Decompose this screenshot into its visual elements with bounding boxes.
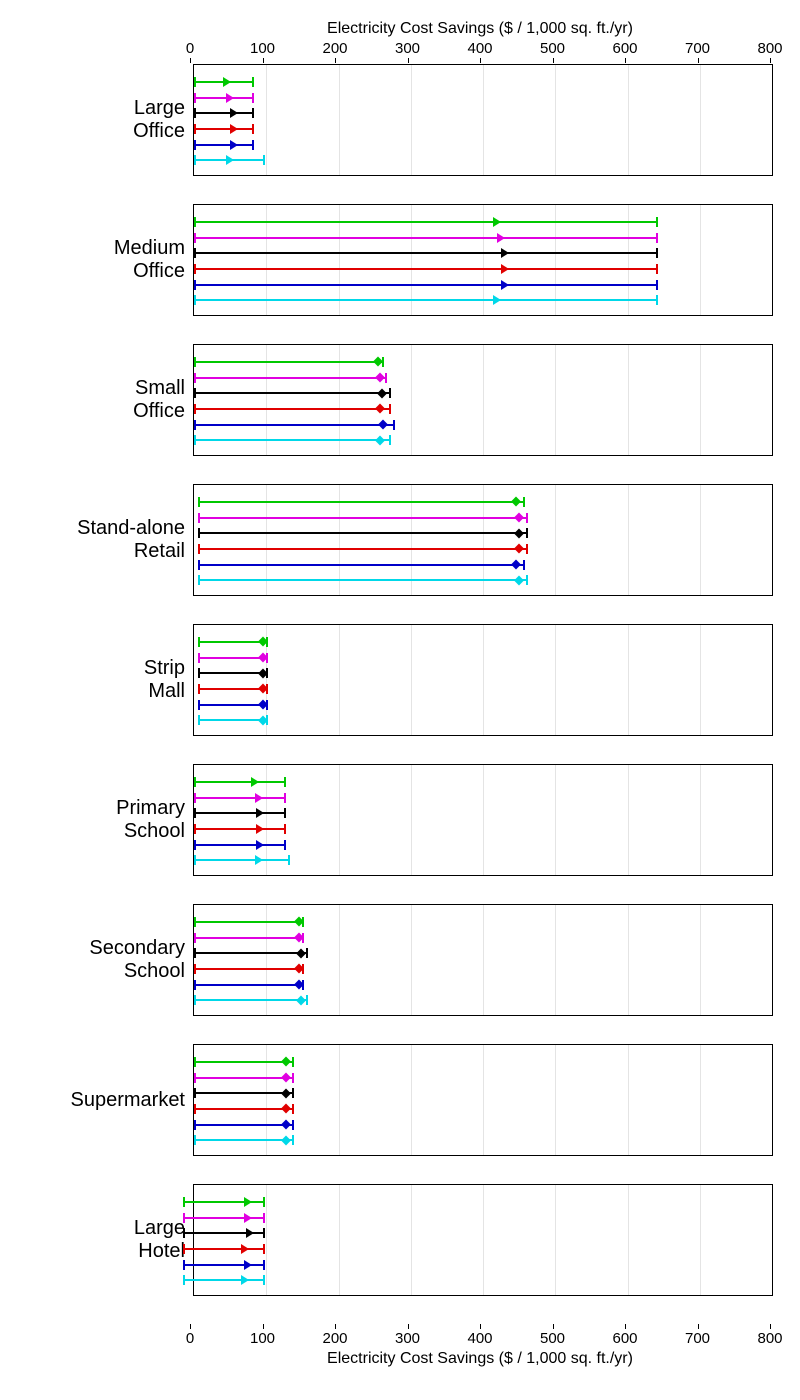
series-marker xyxy=(282,1135,292,1145)
panel-row: Stand-aloneRetail xyxy=(10,484,790,596)
series-marker xyxy=(375,404,385,414)
x-tick-label: 600 xyxy=(612,40,637,57)
panel-label: Supermarket xyxy=(10,1089,193,1112)
panel-label: Stand-aloneRetail xyxy=(10,517,193,563)
panel xyxy=(193,344,773,456)
series-marker xyxy=(256,808,264,818)
series-marker xyxy=(244,1197,252,1207)
series-marker xyxy=(230,108,238,118)
series-marker xyxy=(251,777,259,787)
x-tick-label: 300 xyxy=(395,40,420,57)
series-marker xyxy=(282,1057,292,1067)
x-tick-label: 500 xyxy=(540,40,565,57)
series-marker xyxy=(244,1213,252,1223)
series-marker xyxy=(241,1275,249,1285)
x-tick-label: 300 xyxy=(395,1330,420,1347)
series-marker xyxy=(296,995,306,1005)
panel-row: Supermarket xyxy=(10,1044,790,1156)
series-marker xyxy=(501,264,509,274)
series-marker xyxy=(296,948,306,958)
x-axis-title-bottom: Electricity Cost Savings ($ / 1,000 sq. … xyxy=(190,1350,770,1368)
panel xyxy=(193,764,773,876)
panel xyxy=(193,64,773,176)
panels-region: LargeOffice MediumOffice SmallOffice Stand-… xyxy=(10,64,790,1296)
panel-row: PrimarySchool xyxy=(10,764,790,876)
x-tick-label: 100 xyxy=(250,1330,275,1347)
panel-label: SecondarySchool xyxy=(10,937,193,983)
series-marker xyxy=(246,1228,254,1238)
panel-label: LargeHotel xyxy=(10,1217,193,1263)
panel-label: LargeOffice xyxy=(10,97,193,143)
x-axis-title-top: Electricity Cost Savings ($ / 1,000 sq. … xyxy=(190,20,770,38)
series-marker xyxy=(514,528,524,538)
x-tick-label: 700 xyxy=(685,40,710,57)
series-marker xyxy=(493,295,501,305)
x-tick-label: 100 xyxy=(250,40,275,57)
panel-row: LargeOffice xyxy=(10,64,790,176)
x-tick-label: 400 xyxy=(467,40,492,57)
series-marker xyxy=(282,1088,292,1098)
panel xyxy=(193,904,773,1016)
series-marker xyxy=(501,280,509,290)
series-marker xyxy=(282,1073,292,1083)
x-tick-label: 400 xyxy=(467,1330,492,1347)
series-marker xyxy=(375,373,385,383)
panel-row: LargeHotel xyxy=(10,1184,790,1296)
series-marker xyxy=(256,840,264,850)
x-tick-label: 500 xyxy=(540,1330,565,1347)
panel xyxy=(193,204,773,316)
x-tick-label: 800 xyxy=(757,1330,782,1347)
series-marker xyxy=(230,124,238,134)
series-marker xyxy=(514,544,524,554)
series-marker xyxy=(230,140,238,150)
panel-label: MediumOffice xyxy=(10,237,193,283)
x-tick-label: 700 xyxy=(685,1330,710,1347)
series-marker xyxy=(497,233,505,243)
series-marker xyxy=(375,435,385,445)
panel-label: SmallOffice xyxy=(10,377,193,423)
x-tick-label: 200 xyxy=(322,40,347,57)
panel-row: StripMall xyxy=(10,624,790,736)
series-marker xyxy=(226,155,234,165)
chart-container: Electricity Cost Savings ($ / 1,000 sq. … xyxy=(10,20,790,1368)
series-marker xyxy=(514,575,524,585)
panel xyxy=(193,484,773,596)
panel-label: StripMall xyxy=(10,657,193,703)
series-marker xyxy=(244,1260,252,1270)
series-marker xyxy=(493,217,501,227)
panel xyxy=(193,1044,773,1156)
series-marker xyxy=(511,560,521,570)
series-marker xyxy=(377,388,387,398)
series-marker xyxy=(255,793,263,803)
series-marker xyxy=(226,93,234,103)
panel-row: SecondarySchool xyxy=(10,904,790,1016)
x-tick-label: 0 xyxy=(186,40,194,57)
series-marker xyxy=(223,77,231,87)
x-tick-label: 0 xyxy=(186,1330,194,1347)
series-marker xyxy=(255,855,263,865)
series-marker xyxy=(514,513,524,523)
series-marker xyxy=(241,1244,249,1254)
x-tick-label: 200 xyxy=(322,1330,347,1347)
x-axis-ticks-bottom: 0100200300400500600700800 xyxy=(190,1330,770,1348)
panel xyxy=(193,1184,773,1296)
series-marker xyxy=(256,824,264,834)
panel-row: SmallOffice xyxy=(10,344,790,456)
series-marker xyxy=(282,1104,292,1114)
x-tick-label: 600 xyxy=(612,1330,637,1347)
series-marker xyxy=(378,420,388,430)
series-marker xyxy=(501,248,509,258)
panel-row: MediumOffice xyxy=(10,204,790,316)
panel xyxy=(193,624,773,736)
series-marker xyxy=(282,1120,292,1130)
x-axis-ticks-top: 0100200300400500600700800 xyxy=(190,40,770,58)
series-marker xyxy=(511,497,521,507)
x-tick-label: 800 xyxy=(757,40,782,57)
panel-label: PrimarySchool xyxy=(10,797,193,843)
